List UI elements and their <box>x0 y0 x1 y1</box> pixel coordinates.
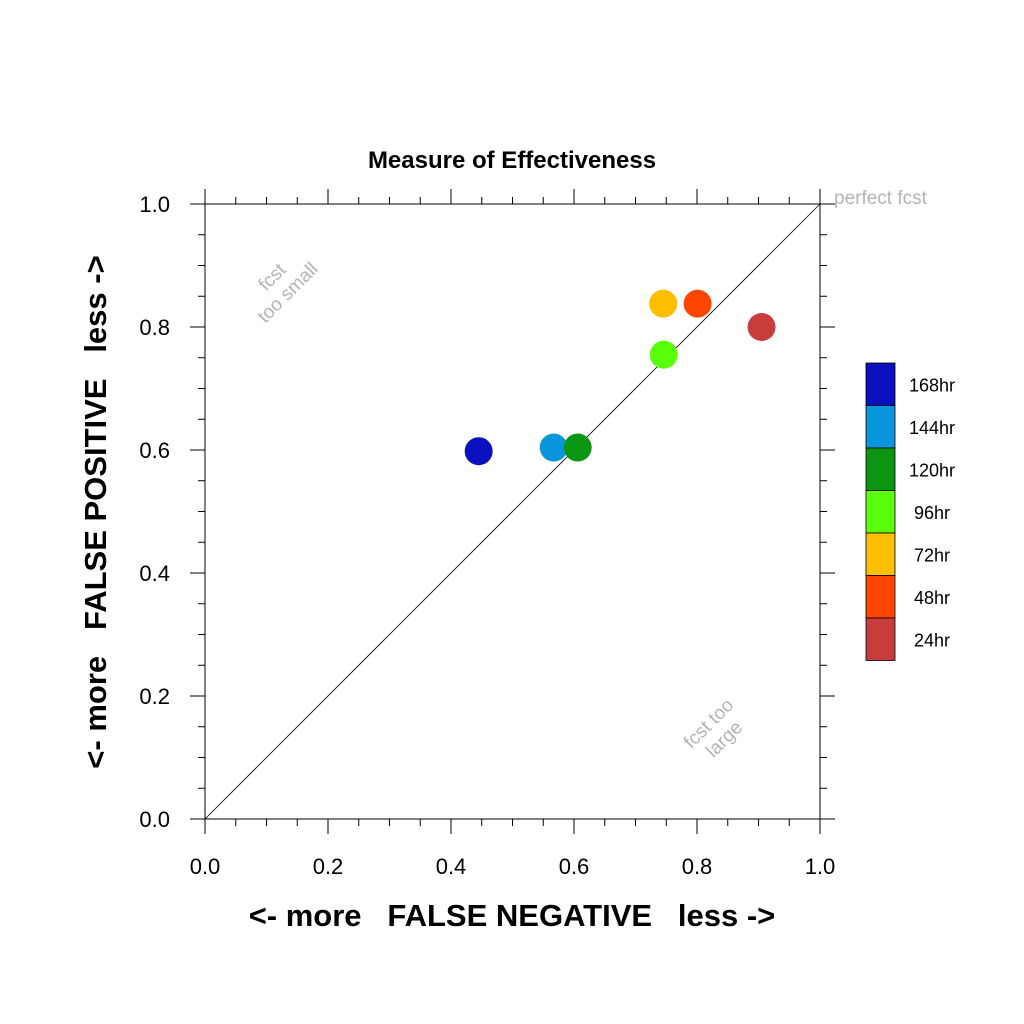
legend-swatch-96hr <box>865 490 896 534</box>
legend-swatch-24hr <box>865 617 896 661</box>
legend-label-96hr: 96hr <box>914 503 950 523</box>
y-tick-label: 0.0 <box>139 807 170 832</box>
y-tick-labels: 0.0 0.2 0.4 0.6 0.8 1.0 <box>139 192 170 832</box>
data-points <box>464 289 776 466</box>
y-tick-label: 0.8 <box>139 315 170 340</box>
x-tick-label: 1.0 <box>805 854 836 879</box>
legend-label-72hr: 72hr <box>914 545 950 565</box>
annotation-too-small: fcst too small <box>254 259 323 328</box>
legend-label-24hr: 24hr <box>914 630 950 650</box>
legend-swatch-72hr <box>865 532 896 576</box>
annotation-too-small-line2: too small <box>254 259 323 328</box>
legend-label-48hr: 48hr <box>914 588 950 608</box>
legend-swatch-168hr <box>865 362 896 406</box>
data-point-48hr <box>683 289 712 318</box>
legend-swatch-144hr <box>865 405 896 449</box>
annotation-perfect-fcst: perfect fcst <box>834 188 928 209</box>
x-axis-label: <- more FALSE NEGATIVE less -> <box>249 898 776 933</box>
data-point-96hr <box>649 340 678 369</box>
y-axis-label: <- more FALSE POSITIVE less -> <box>78 255 113 768</box>
x-tick-labels: 0.0 0.2 0.4 0.6 0.8 1.0 <box>190 854 836 879</box>
x-tick-label: 0.4 <box>436 854 467 879</box>
legend-label-120hr: 120hr <box>909 460 955 480</box>
perfect-forecast-diagonal <box>204 203 821 820</box>
x-tick-label: 0.6 <box>559 854 590 879</box>
data-point-72hr <box>649 289 678 318</box>
data-point-120hr <box>563 433 592 462</box>
y-tick-label: 0.6 <box>139 438 170 463</box>
legend-label-168hr: 168hr <box>909 375 955 395</box>
data-point-168hr <box>464 437 493 466</box>
y-tick-label: 1.0 <box>139 192 170 217</box>
x-tick-label: 0.0 <box>190 854 221 879</box>
x-tick-label: 0.8 <box>682 854 713 879</box>
legend: 168hr 144hr 120hr 96hr 72hr 48hr 24hr <box>865 362 955 661</box>
axis-ticks <box>190 189 835 834</box>
annotation-too-large: fcst too large <box>680 695 747 762</box>
data-point-144hr <box>539 433 568 462</box>
chart-title: Measure of Effectiveness <box>368 147 656 174</box>
y-tick-label: 0.4 <box>139 561 170 586</box>
legend-swatch-120hr <box>865 447 896 491</box>
x-tick-label: 0.2 <box>313 854 344 879</box>
data-point-24hr <box>747 313 776 341</box>
legend-swatch-48hr <box>865 575 896 619</box>
legend-label-144hr: 144hr <box>909 418 955 438</box>
y-tick-label: 0.2 <box>139 684 170 709</box>
